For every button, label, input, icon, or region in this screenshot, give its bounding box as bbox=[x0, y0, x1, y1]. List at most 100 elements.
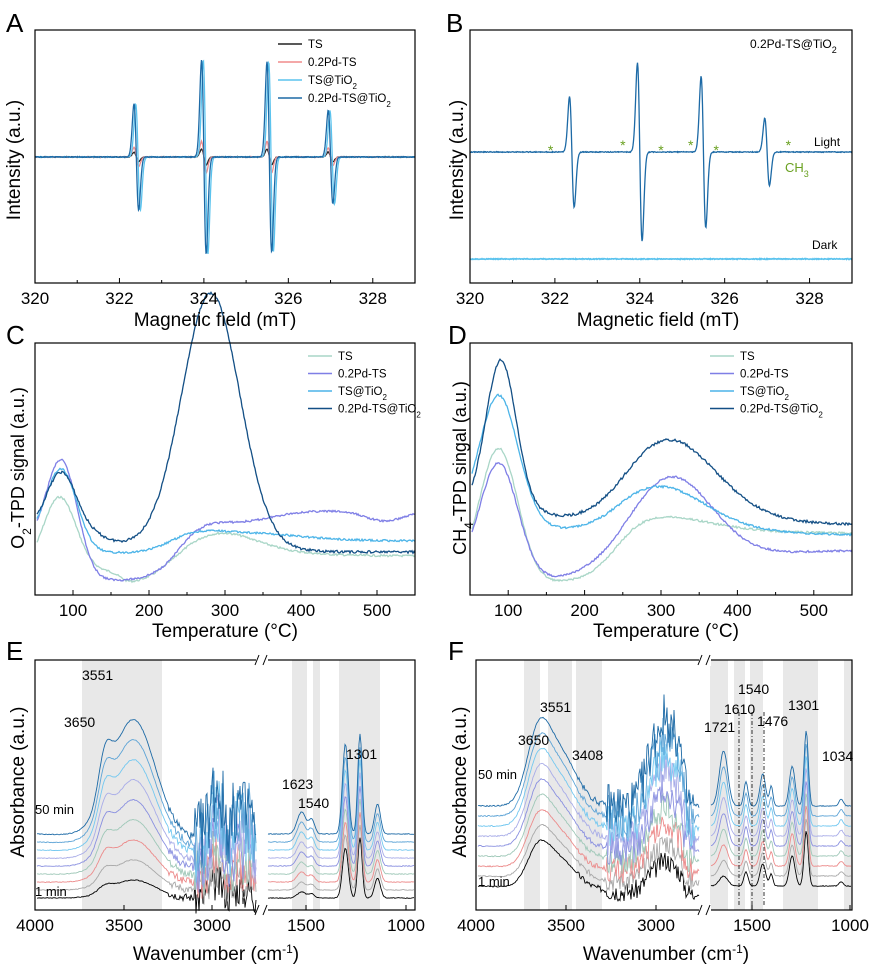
panel-e-x-tick-label-3: 1500 bbox=[287, 916, 325, 935]
panel-f-label-1301: 1301 bbox=[788, 697, 819, 713]
panel-d-legend-entry-3: 0.2Pd-TS@TiO2 bbox=[740, 404, 823, 420]
panel-e-left-series-6 bbox=[36, 759, 257, 883]
panel-e-break-top-1 bbox=[254, 654, 260, 666]
panel-b-x-tick-label-3: 326 bbox=[710, 289, 738, 308]
panel-b-star-1: * bbox=[620, 137, 626, 153]
panel-d-ylabel: CH4-TPD singal (a.u.) bbox=[450, 381, 476, 555]
panel-d-series-2 bbox=[471, 393, 853, 537]
panel-b-star-0: * bbox=[548, 142, 554, 158]
panel-f-x-tick-label-4: 1000 bbox=[831, 916, 869, 935]
panel-c-legend-entry-0: TS bbox=[338, 351, 353, 363]
panel-c-x-tick-label-0: 100 bbox=[59, 601, 87, 620]
panel-e-break-mark-2 bbox=[262, 904, 268, 916]
panel-b-frame bbox=[469, 29, 853, 284]
panel-f-right-series-1 bbox=[710, 818, 852, 877]
panel-f-left-series-6 bbox=[477, 739, 700, 847]
panel-c-series-3 bbox=[36, 291, 416, 555]
panel-d-x-tick-label-1: 200 bbox=[570, 601, 598, 620]
panel-e-right-series-3 bbox=[267, 798, 415, 875]
panel-a-legend-entry-2: TS@TiO2 bbox=[308, 75, 357, 91]
panel-f-label-1min: 1 min bbox=[478, 874, 510, 889]
panel-c-legend-entry-1: 0.2Pd-TS bbox=[338, 369, 387, 381]
panel-e-left-series-7 bbox=[36, 739, 257, 874]
panel-f-shade-3 bbox=[710, 660, 728, 910]
panel-e-break-top-2 bbox=[262, 654, 268, 666]
panel-e-left-series-5 bbox=[36, 778, 257, 884]
panel-b-star-5: * bbox=[786, 137, 792, 153]
panel-a-legend-sub-2: 2 bbox=[352, 82, 357, 91]
panel-e-left-series-4 bbox=[36, 799, 257, 893]
panel-e-right-series-8 bbox=[267, 733, 414, 835]
panel-e-right-series-0 bbox=[267, 837, 414, 899]
panel-e-right-series-6 bbox=[267, 760, 415, 851]
panel-f-left-series-5 bbox=[477, 752, 700, 857]
panel-a-x-tick-label-0: 320 bbox=[21, 289, 49, 308]
panel-f-right-series-0 bbox=[710, 831, 852, 887]
panel-c-x-tick-label-4: 500 bbox=[363, 601, 391, 620]
panel-f-right-series-8 bbox=[710, 730, 852, 807]
panel-e-frame bbox=[34, 659, 416, 911]
panel-f-right-series-5 bbox=[710, 768, 852, 837]
panel-e-x-tick-label-4: 1000 bbox=[387, 916, 425, 935]
panel-f-break-gap bbox=[699, 904, 711, 916]
panel-f-right-series-7 bbox=[710, 743, 852, 817]
frames-layer: 320 322 324 326 328 TS 0.2Pd-TS TS@TiO2 0.2Pd-TS… bbox=[16, 29, 869, 935]
panel-f-label-1610: 1610 bbox=[724, 701, 755, 717]
panel-f-break-gap-top bbox=[699, 654, 711, 666]
panel-f-break-mark-2 bbox=[705, 904, 711, 916]
panel-d-legend-sub-3: 2 bbox=[818, 410, 823, 419]
panel-b-sample-label: 0.2Pd-TS@TiO2 bbox=[750, 37, 837, 55]
panel-a-legend-sub-3: 2 bbox=[386, 100, 391, 109]
panel-d-x-tick-label-4: 500 bbox=[800, 601, 828, 620]
panel-letter-b: B bbox=[446, 8, 463, 38]
panel-f-label-3551: 3551 bbox=[540, 699, 571, 715]
panel-e-label-1540: 1540 bbox=[298, 795, 329, 811]
panel-a-x-tick-label-2: 324 bbox=[190, 289, 218, 308]
panel-c-x-tick-label-3: 400 bbox=[287, 601, 315, 620]
panel-b-star-4: * bbox=[713, 142, 719, 158]
panel-a-series-3 bbox=[35, 60, 416, 255]
panel-c-x-tick-label-2: 300 bbox=[211, 601, 239, 620]
panel-c-legend-sub-3: 2 bbox=[416, 410, 421, 419]
panel-c-series-2 bbox=[36, 467, 416, 555]
panel-c-frame bbox=[34, 342, 416, 596]
panel-f-break-top-1 bbox=[697, 654, 703, 666]
panel-letter-f: F bbox=[448, 636, 464, 666]
panel-f-left-series-2 bbox=[477, 809, 700, 883]
panel-a-xlabel: Magnetic field (mT) bbox=[134, 310, 297, 331]
panel-f-shade-5 bbox=[750, 660, 763, 910]
panel-f-x-tick-label-0: 4000 bbox=[457, 916, 495, 935]
panel-e-left-series-8 bbox=[36, 719, 257, 868]
panel-e-ylabel: Absorbance (a.u.) bbox=[8, 706, 29, 857]
panel-e-right-series-4 bbox=[267, 786, 414, 867]
panel-e-right-series-2 bbox=[267, 812, 415, 883]
panel-f-label-1476: 1476 bbox=[757, 713, 788, 729]
panel-a-legend-entry-1: 0.2Pd-TS bbox=[308, 57, 357, 69]
panel-a-ylabel: Intensity (a.u.) bbox=[4, 100, 25, 220]
panel-b-xlabel: Magnetic field (mT) bbox=[577, 310, 740, 331]
panel-a-x-tick-label-1: 322 bbox=[105, 289, 133, 308]
panel-b-x-tick-label-0: 320 bbox=[456, 289, 484, 308]
panel-f-left-series-8 bbox=[477, 694, 700, 829]
panel-d-series-1 bbox=[471, 462, 853, 578]
panel-e-label-1min: 1 min bbox=[35, 884, 67, 899]
panel-f-label-1540: 1540 bbox=[738, 681, 769, 697]
panel-letter-c: C bbox=[6, 320, 25, 350]
panel-d-x-tick-label-0: 100 bbox=[494, 601, 522, 620]
panel-b-series-dark bbox=[470, 257, 853, 261]
panel-c-legend-entry-2: TS@TiO2 bbox=[338, 386, 387, 402]
panel-e-left-series-0 bbox=[36, 866, 257, 914]
panel-f-x-tick-label-1: 3500 bbox=[547, 916, 585, 935]
panel-e-left-series-3 bbox=[36, 819, 257, 894]
panel-e-break-gap bbox=[256, 904, 268, 916]
panel-d-series-0 bbox=[471, 447, 853, 583]
panel-f-label-3408: 3408 bbox=[572, 747, 603, 763]
panel-e-xlabel: Wavenumber (cm-1) bbox=[133, 942, 299, 965]
panel-a-legend-entry-0: TS bbox=[308, 39, 323, 51]
panel-f-label-50min: 50 min bbox=[478, 767, 517, 782]
panel-a-frame bbox=[34, 29, 416, 284]
panel-e-shade-2 bbox=[313, 660, 320, 910]
panel-d-frame bbox=[469, 342, 853, 596]
panel-c-ylabel: O2-TPD signal (a.u.) bbox=[8, 387, 34, 549]
